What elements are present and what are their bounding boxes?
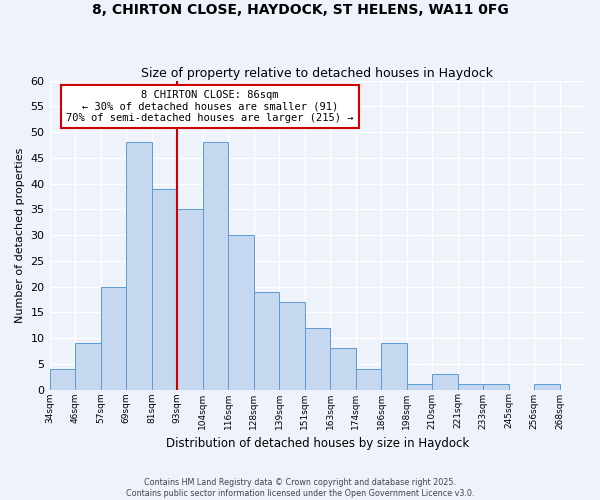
Y-axis label: Number of detached properties: Number of detached properties [15,148,25,323]
Bar [305,328,330,390]
Bar [279,302,305,390]
Text: 8 CHIRTON CLOSE: 86sqm
← 30% of detached houses are smaller (91)
70% of semi-det: 8 CHIRTON CLOSE: 86sqm ← 30% of detached… [67,90,354,123]
Text: Contains HM Land Registry data © Crown copyright and database right 2025.
Contai: Contains HM Land Registry data © Crown c… [126,478,474,498]
Bar [458,384,483,390]
Bar [50,369,75,390]
Bar [534,384,560,390]
Bar [126,142,152,390]
Bar [152,189,177,390]
Bar [407,384,432,390]
Text: 8, CHIRTON CLOSE, HAYDOCK, ST HELENS, WA11 0FG: 8, CHIRTON CLOSE, HAYDOCK, ST HELENS, WA… [92,2,508,16]
Title: Size of property relative to detached houses in Haydock: Size of property relative to detached ho… [141,66,493,80]
Bar [381,343,407,390]
Bar [177,210,203,390]
Bar [330,348,356,390]
Bar [483,384,509,390]
Bar [203,142,228,390]
Bar [75,343,101,390]
Bar [254,292,279,390]
Bar [228,235,254,390]
Bar [356,369,381,390]
Bar [101,286,126,390]
Bar [432,374,458,390]
X-axis label: Distribution of detached houses by size in Haydock: Distribution of detached houses by size … [166,437,469,450]
